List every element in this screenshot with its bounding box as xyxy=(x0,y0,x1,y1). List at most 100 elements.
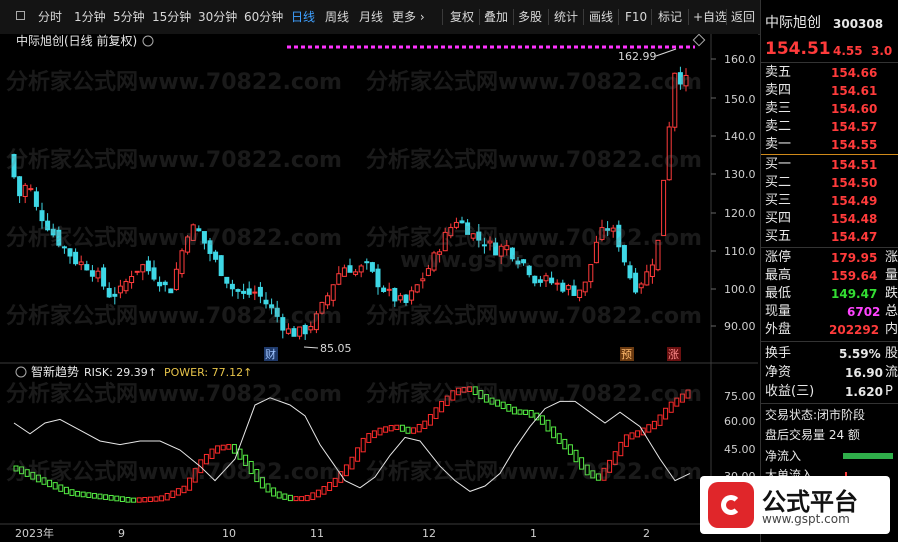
stat-suffix: 涨 xyxy=(885,250,898,265)
period-fenshi[interactable]: 分时 xyxy=(38,10,63,24)
candle-body xyxy=(448,227,454,237)
power-bar xyxy=(86,492,92,498)
kline-chart[interactable]: 中际旭创(日线 前复权) 160.0 150.0 140.0 130.0 120… xyxy=(0,34,758,542)
power-bar xyxy=(181,485,187,494)
period-more[interactable]: 更多 › xyxy=(392,10,425,24)
fuquan-button[interactable]: 复权 xyxy=(450,10,475,24)
title-dropdown-icon[interactable] xyxy=(142,35,154,47)
ask-price: 154.61 xyxy=(831,84,878,98)
candle-body xyxy=(22,184,28,198)
power-bar xyxy=(483,394,489,403)
power-bar xyxy=(192,468,198,483)
bid-price: 154.49 xyxy=(831,194,878,208)
power-bar xyxy=(416,423,422,433)
candle-body xyxy=(140,264,146,273)
candle-body xyxy=(196,228,202,232)
candle-body xyxy=(437,251,443,255)
high-label: 162.99 xyxy=(618,50,657,63)
power-bar xyxy=(175,488,181,496)
power-bar xyxy=(657,414,663,426)
add-watchlist-button[interactable]: +自选 xyxy=(693,10,728,24)
period-30min[interactable]: 30分钟 xyxy=(198,10,238,24)
mark-button[interactable]: 标记 xyxy=(658,10,683,24)
stat-value: 1.620 xyxy=(845,385,883,399)
candle-body xyxy=(73,251,79,265)
candle-body xyxy=(661,179,667,237)
x-label: 2023年 xyxy=(15,526,54,540)
f10-button[interactable]: F10 xyxy=(625,10,648,24)
period-1min[interactable]: 1分钟 xyxy=(74,10,106,24)
candle-body xyxy=(78,261,84,266)
candle-body xyxy=(151,267,157,280)
indicator-dropdown-icon[interactable] xyxy=(15,366,27,378)
candle-body xyxy=(274,307,280,317)
limit-up-badge[interactable]: 涨 xyxy=(668,348,679,361)
power-bar xyxy=(332,477,338,487)
period-5min[interactable]: 5分钟 xyxy=(113,10,145,24)
back-button[interactable]: 返回 xyxy=(731,10,756,24)
period-daily[interactable]: 日线 xyxy=(291,10,316,24)
period-15min[interactable]: 15分钟 xyxy=(152,10,192,24)
power-bar xyxy=(411,427,417,434)
candle-body xyxy=(291,328,297,337)
candle-body xyxy=(224,276,230,284)
power-bar xyxy=(467,386,473,393)
candle-body xyxy=(330,284,336,301)
logo-text: 公式平台 xyxy=(762,488,858,516)
indicator-bars xyxy=(13,386,691,503)
candle-body xyxy=(515,260,521,265)
power-bar xyxy=(304,495,310,502)
stat-value: 6702 xyxy=(847,305,881,319)
watermark: 分析家公式网www.70822.com xyxy=(6,460,342,485)
candle-body xyxy=(605,228,611,231)
candle-body xyxy=(369,262,375,272)
power-bar xyxy=(567,444,573,455)
power-bar xyxy=(399,424,405,432)
power-bar xyxy=(618,441,624,457)
power-bar xyxy=(220,444,226,451)
power-bar xyxy=(623,434,629,447)
candle-body xyxy=(157,281,163,287)
candle-body xyxy=(431,252,437,271)
power-bar xyxy=(19,466,25,475)
period-monthly[interactable]: 月线 xyxy=(359,10,384,24)
bid-label: 买四 xyxy=(765,211,792,226)
candle-body xyxy=(476,231,482,241)
stats-button[interactable]: 统计 xyxy=(554,10,579,24)
after-hours-volume: 盘后交易量 24 额 xyxy=(765,428,860,442)
candle-body xyxy=(313,313,319,331)
candle-body xyxy=(173,268,179,291)
power-bar xyxy=(455,387,461,396)
power-bar xyxy=(427,414,433,426)
multi-stock-button[interactable]: 多股 xyxy=(518,10,543,24)
power-bar xyxy=(91,492,97,499)
trade-status: 交易状态:闭市阶段 xyxy=(765,408,866,422)
stock-name: 中际旭创 xyxy=(765,15,821,31)
power-bar xyxy=(607,459,613,473)
candle-body xyxy=(263,299,269,305)
stat-suffix: P xyxy=(885,384,893,399)
net-inflow-label: 净流入 xyxy=(765,449,802,463)
ind-tick: 45.00 xyxy=(724,443,756,456)
power-bar xyxy=(506,404,512,412)
earnings-badge[interactable]: 财 xyxy=(265,347,276,361)
candle-body xyxy=(134,270,140,273)
candle-body xyxy=(588,264,594,283)
forecast-badge[interactable]: 预 xyxy=(621,348,632,361)
candle-body xyxy=(397,295,403,301)
period-weekly[interactable]: 周线 xyxy=(325,10,350,24)
power-bar xyxy=(243,454,249,466)
watermark: 分析家公式网www.70822.com xyxy=(6,226,342,251)
power-bar xyxy=(97,493,103,500)
power-bar xyxy=(226,444,232,450)
overlay-button[interactable]: 叠加 xyxy=(484,10,509,24)
ind-tick: 60.00 xyxy=(724,415,756,428)
candle-body xyxy=(168,288,174,294)
price-tick: 140.0 xyxy=(724,130,756,143)
candle-body xyxy=(207,240,213,254)
collapse-icon[interactable] xyxy=(16,11,25,20)
candle-body xyxy=(162,281,168,286)
period-60min[interactable]: 60分钟 xyxy=(244,10,284,24)
draw-line-button[interactable]: 画线 xyxy=(589,10,614,24)
x-label: 9 xyxy=(118,527,125,540)
